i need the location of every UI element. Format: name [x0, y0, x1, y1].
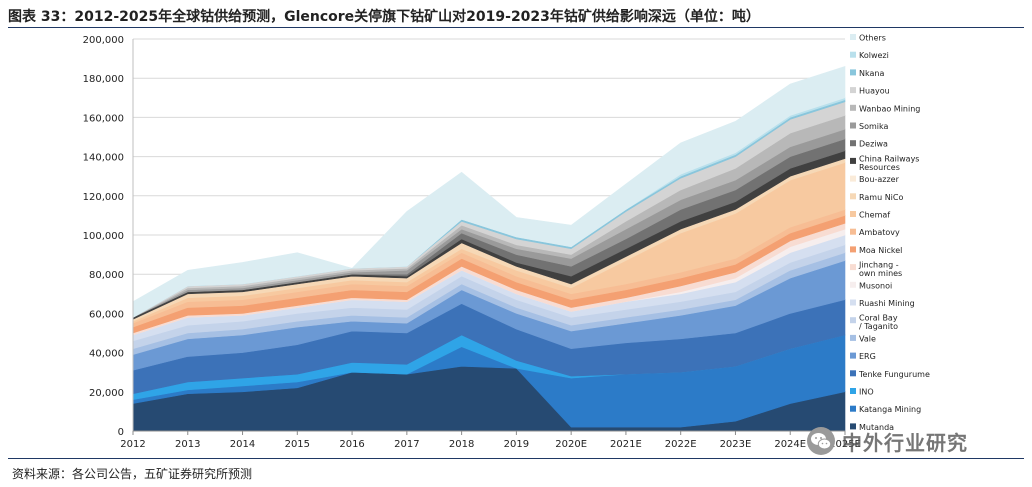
watermark-text: 中外行业研究 [842, 430, 968, 455]
legend-label: Mutanda [859, 423, 894, 432]
source-divider [8, 458, 1024, 459]
x-tick-label: 2023E [720, 439, 752, 450]
y-tick-label: 140,000 [83, 153, 124, 164]
legend-label: Katanga Mining [859, 405, 921, 414]
legend-label: Huayou [859, 87, 890, 96]
legend-swatch [850, 264, 856, 271]
area-others [132, 66, 846, 318]
x-tick-label: 2018 [449, 439, 474, 450]
legend-swatch [850, 405, 856, 412]
legend-swatch [850, 352, 856, 359]
legend-swatch [850, 175, 856, 182]
legend-label: China Railways Resources [859, 154, 919, 172]
legend-swatch [850, 51, 856, 58]
x-tick-label: 2022E [665, 439, 697, 450]
legend-swatch [850, 317, 856, 324]
x-tick-label: 2012 [120, 439, 145, 450]
legend-swatch [850, 228, 856, 235]
legend-label: Coral Bay / Taganito [859, 314, 898, 332]
y-tick-label: 180,000 [83, 74, 124, 85]
watermark: 中外行业研究 [806, 424, 1006, 458]
legend-swatch [850, 69, 856, 76]
area-series [132, 66, 846, 432]
legend-label: Others [859, 34, 886, 43]
legend-swatch [850, 193, 856, 200]
legend-swatch [850, 211, 856, 217]
legend-swatch [850, 246, 856, 253]
legend-label: Wanbao Mining [859, 104, 920, 113]
source-note: 资料来源：各公司公告，五矿证券研究所预测 [12, 467, 253, 481]
y-tick-label: 80,000 [89, 270, 124, 281]
y-tick-label: 60,000 [89, 309, 124, 320]
x-tick-label: 2016 [339, 439, 364, 450]
legend-swatch [850, 370, 856, 377]
legend-label: Nkana [859, 69, 884, 78]
x-tick-label: 2014 [230, 439, 255, 450]
x-tick-label: 2021E [610, 439, 642, 450]
legend-label: Kolwezi [859, 51, 889, 60]
x-tick-label: 2013 [175, 439, 200, 450]
y-tick-label: 100,000 [83, 231, 124, 242]
legend-swatch [850, 104, 856, 111]
legend-label: Deziwa [859, 140, 888, 149]
legend-label: Tenke Fungurume [858, 370, 930, 379]
legend-label: Jinchang -own mines [858, 261, 902, 279]
x-tick-label: 2015 [285, 439, 310, 450]
legend-label: Ambatovy [859, 228, 900, 237]
legend-label: ERG [859, 352, 876, 361]
legend-label: INO [859, 388, 874, 397]
x-tick-label: 2024E [774, 439, 806, 450]
legend-swatch [850, 87, 856, 94]
legend-label: Chemaf [859, 211, 890, 220]
x-axis: 2012 2013 2014 2015 2016 2017 2018 2019 2020E 202… [120, 430, 861, 450]
y-axis: 0 20,000 40,000 60,000 80,000 100,000 120,000 1… [83, 35, 134, 438]
legend-swatch [850, 334, 856, 341]
legend-swatch [850, 281, 856, 288]
y-tick-label: 160,000 [83, 113, 124, 124]
x-tick-label: 2025E [829, 439, 861, 450]
legend-label: Ruashi Mining [859, 299, 915, 308]
x-tick-label: 2020E [555, 439, 587, 450]
title-divider [8, 27, 1024, 28]
legend-label: Musonoi [859, 281, 892, 290]
y-tick-label: 40,000 [89, 349, 124, 360]
legend-swatch [850, 299, 856, 306]
legend-swatch [850, 157, 856, 164]
x-tick-label: 2019 [504, 439, 529, 450]
legend-swatch [850, 388, 856, 394]
legend-label: Moa Nickel [859, 246, 902, 255]
legend-swatch [850, 122, 856, 129]
x-tick-label: 2017 [394, 439, 419, 450]
legend: Others Kolwezi Nkana Huayou Wanbao Mining Som… [850, 34, 930, 432]
legend-label: Ramu NiCo [859, 193, 903, 202]
legend-label: Somika [859, 122, 888, 131]
wechat-logo-icon [807, 427, 835, 455]
y-tick-label: 200,000 [83, 35, 124, 46]
legend-label: Vale [859, 334, 876, 343]
y-tick-label: 20,000 [89, 388, 124, 399]
legend-label: Bou-azzer [859, 175, 900, 184]
figure-title: 图表 33：2012-2025年全球钴供给预测，Glencore关停旗下钴矿山对… [8, 9, 760, 25]
legend-swatch [850, 34, 856, 40]
y-tick-label: 120,000 [83, 192, 124, 203]
legend-swatch [850, 140, 856, 147]
legend-swatch [850, 423, 856, 430]
y-tick-label: 0 [118, 427, 124, 438]
